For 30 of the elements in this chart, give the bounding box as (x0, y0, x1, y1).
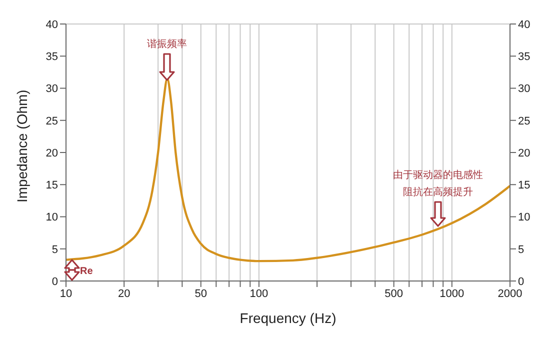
x-tick-label: 20 (118, 288, 130, 300)
x-tick-label: 500 (384, 288, 404, 300)
annotation: 由于驱动器的电感性阻抗在高频提升 (393, 169, 483, 198)
y-axis-title: Impedance (Ohm) (14, 90, 30, 202)
x-axis-title: Frequency (Hz) (240, 310, 336, 326)
y2-tick-label: 40 (518, 18, 530, 31)
y2-tick-label: 20 (518, 147, 530, 160)
x-tick-label: 1000 (440, 288, 464, 300)
y-tick-label: 35 (46, 51, 58, 64)
y2-tick-label: 30 (518, 83, 530, 96)
x-tick-label: 100 (250, 288, 268, 300)
y-tick-label: 5 (52, 244, 58, 256)
y-tick-label: 0 (52, 276, 58, 288)
y2-tick-label: 5 (518, 244, 524, 256)
y2-tick-label: 10 (518, 212, 530, 224)
x-tick-label: 50 (194, 288, 207, 300)
x-tick-label: 10 (60, 288, 72, 300)
annotation: 谐振频率 (147, 38, 187, 50)
y-tick-label: 20 (46, 147, 58, 160)
y2-tick-label: 35 (518, 51, 530, 64)
y-tick-label: 10 (46, 212, 58, 224)
y-tick-label: 40 (46, 18, 58, 31)
y-tick-label: 25 (46, 115, 58, 128)
y-tick-label: 30 (46, 83, 58, 96)
y2-tick-label: 15 (518, 180, 530, 192)
y-tick-label: 15 (46, 180, 58, 192)
x-tick-label: 2000 (498, 288, 522, 300)
annotation: Re (80, 266, 94, 277)
y2-tick-label: 25 (518, 115, 530, 128)
y2-tick-label: 0 (518, 276, 524, 288)
